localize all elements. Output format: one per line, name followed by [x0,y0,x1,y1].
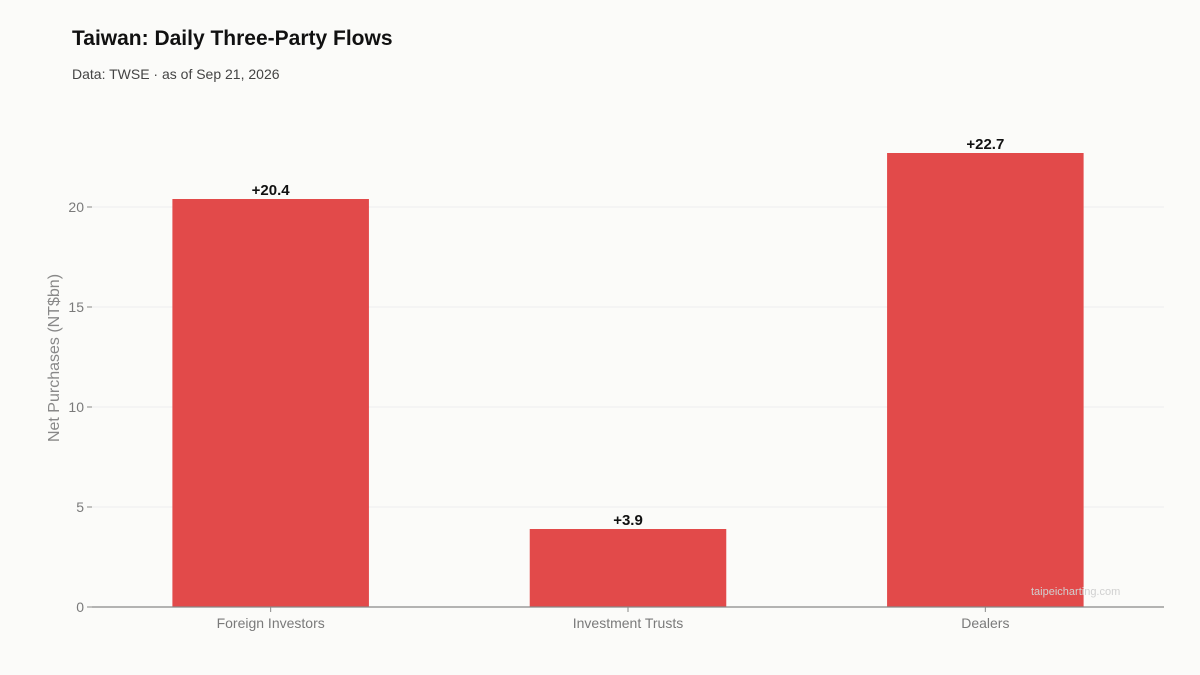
bar-foreign-investors [172,199,369,607]
y-tick-label: 0 [76,599,84,615]
data-label: +22.7 [966,136,1004,153]
y-tick-label: 5 [76,499,84,515]
y-tick-label: 20 [68,199,84,215]
bar-dealers [887,153,1084,607]
data-label: +20.4 [252,182,291,199]
chart-title: Taiwan: Daily Three-Party Flows [72,27,393,50]
data-label: +3.9 [613,512,643,529]
data-labels: +20.4 +3.9 +22.7 [252,136,1005,529]
bars [172,153,1084,607]
axes: 0 5 10 15 20 Foreign Investors Investment Trus… [68,199,1164,631]
x-tick-label: Foreign Investors [217,615,325,631]
chart-subtitle: Data: TWSE · as of Sep 21, 2026 [72,66,280,82]
y-axis-label: Net Purchases (NT$bn) [46,274,63,442]
x-tick-label: Dealers [961,615,1009,631]
watermark: taipeicharting.com [1031,586,1121,598]
x-tick-label: Investment Trusts [573,615,683,631]
y-tick-label: 15 [68,299,84,315]
bar-investment-trusts [529,529,727,607]
y-tick-label: 10 [68,399,84,415]
